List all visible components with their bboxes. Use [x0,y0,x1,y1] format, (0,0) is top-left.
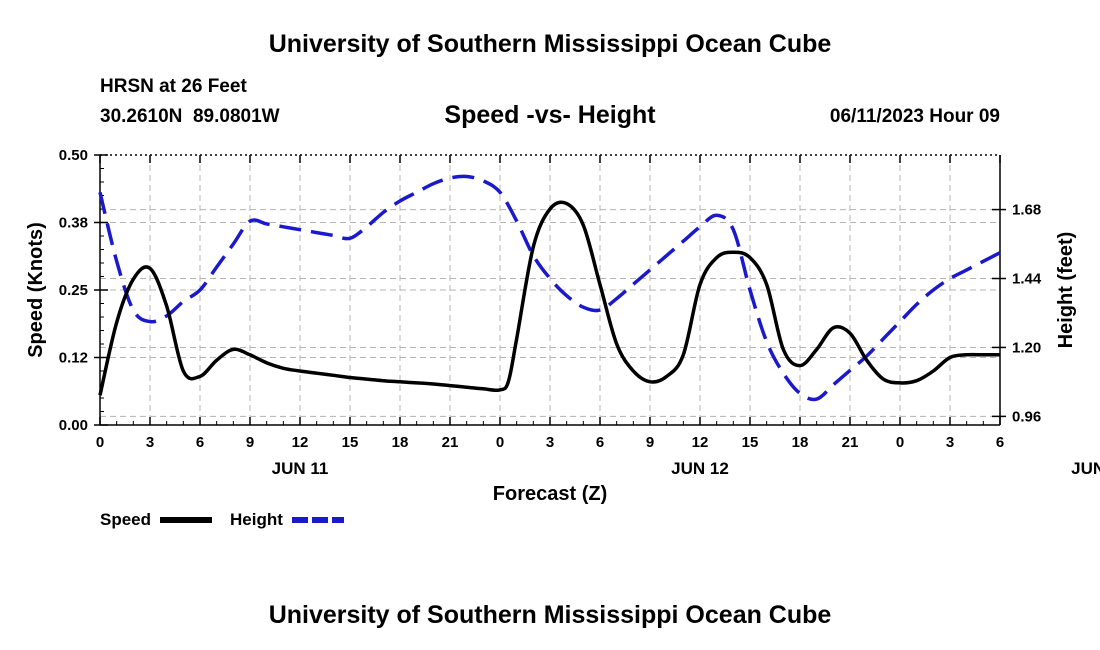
x-tick-label: 0 [896,434,904,451]
y-left-tick-label: 0.50 [59,147,88,164]
x-tick-label: 0 [96,434,104,451]
legend-label-speed: Speed [100,510,151,529]
x-tick-label: 6 [596,434,604,451]
y-right-tick-label: 1.44 [1012,271,1042,288]
y-left-tick-label: 0.38 [59,215,88,232]
x-tick-label: 12 [692,434,709,451]
series-layer [98,174,1001,402]
x-tick-label: 15 [742,434,759,451]
legend: Speed Height [100,510,344,529]
x-tick-label: 18 [792,434,809,451]
x-tick-label: 3 [946,434,954,451]
chart-title: University of Southern Mississippi Ocean… [268,30,832,58]
x-tick-label: 6 [996,434,1004,451]
x-tick-label: 3 [146,434,154,451]
x-axis-title: Forecast (Z) [493,483,607,505]
x-tick-label: 6 [196,434,204,451]
y-right-axis-title: Height (feet) [1055,232,1077,349]
x-tick-label: 3 [546,434,554,451]
y-left-tick-label: 0.25 [59,282,88,299]
series-line-speed [98,200,1000,396]
y-left-tick-label: 0.00 [59,417,88,434]
x-tick-label: 18 [392,434,409,451]
footer-title: University of Southern Mississippi Ocean… [268,601,832,629]
x-tick-label: 9 [246,434,254,451]
datetime-label: 06/11/2023 Hour 09 [829,106,1000,127]
x-tick-label: 15 [342,434,359,451]
y-left-tick-label: 0.12 [59,350,88,367]
y-right-tick-label: 1.20 [1012,339,1041,356]
date-label: JUN 11 [272,459,329,478]
y-left-axis-title: Speed (Knots) [25,222,47,358]
x-tick-label: 9 [646,434,654,451]
date-label: JUN 12 [671,459,729,478]
x-tick-label: 12 [292,434,309,451]
x-tick-label: 21 [442,434,459,451]
coordinates-label: 30.2610N 89.0801W [100,106,280,127]
x-tick-label: 21 [842,434,859,451]
y-right-tick-label: 1.68 [1012,202,1041,219]
axes-layer: 0 3 6 9 12 15 18 21 0 3 6 9 12 15 18 21 0 3 6 JUN 11 JUN 12 J… [25,147,1100,505]
grid-layer [100,155,1000,425]
y-right-tick-label: 0.96 [1012,408,1041,425]
station-label: HRSN at 26 Feet [100,76,247,97]
chart-subtitle: Speed -vs- Height [444,101,656,129]
series-line-height [98,174,1001,402]
date-label: JUN 13 [1071,459,1100,478]
legend-label-height: Height [230,510,283,529]
x-tick-label: 0 [496,434,504,451]
